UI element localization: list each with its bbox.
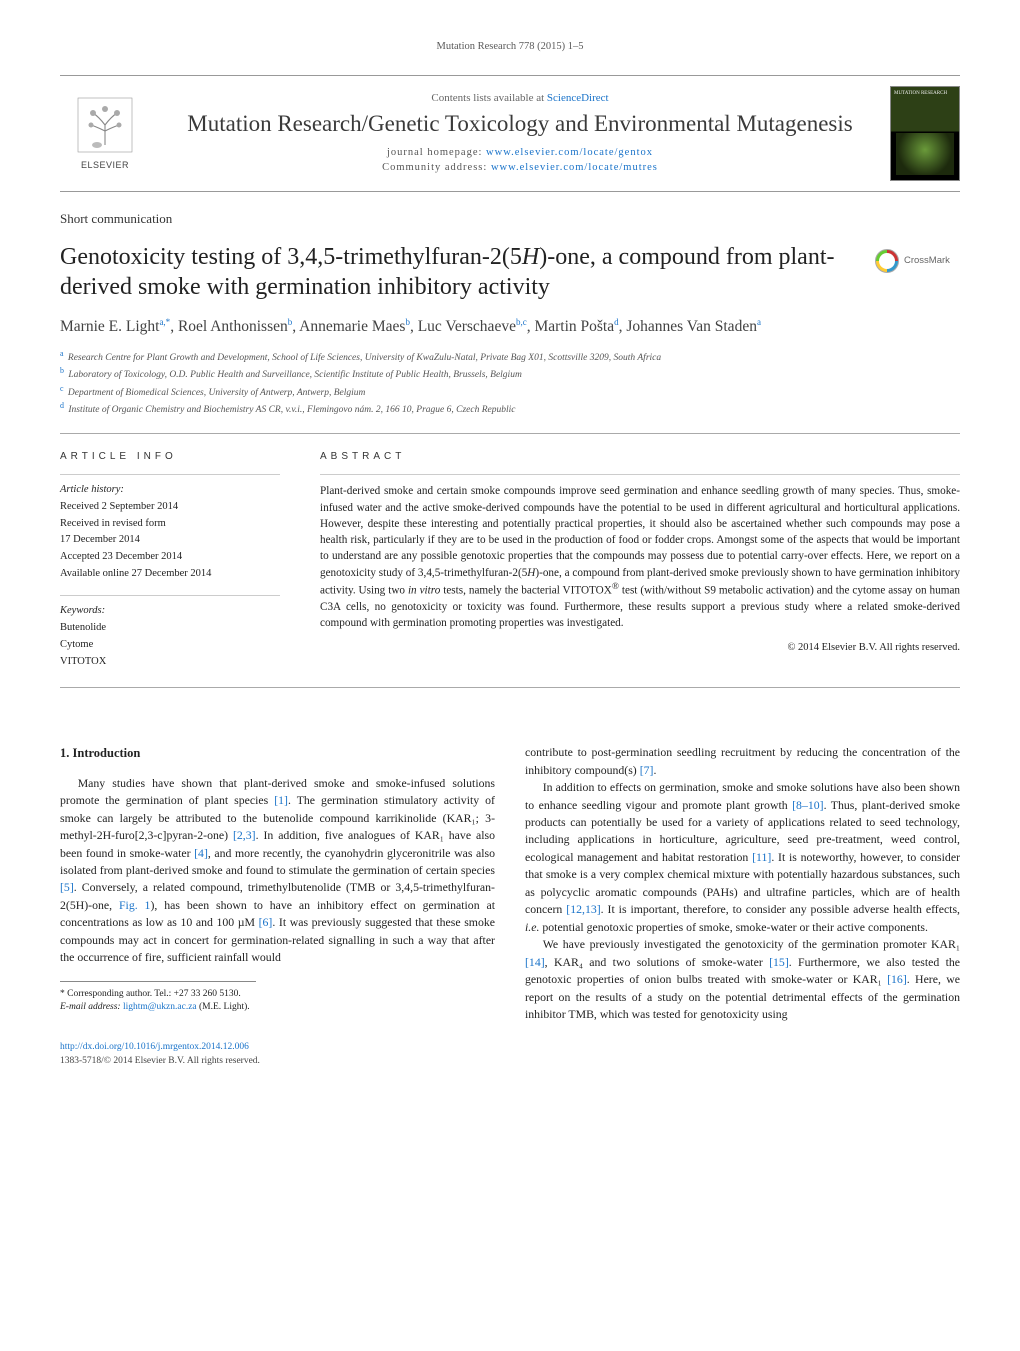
- corresponding-author: * Corresponding author. Tel.: +27 33 260…: [60, 988, 495, 1001]
- rule: [60, 433, 960, 434]
- crossmark-icon: [875, 249, 899, 273]
- community-address-label: Community address:: [382, 162, 491, 173]
- issn-copyright: 1383-5718/© 2014 Elsevier B.V. All right…: [60, 1056, 260, 1066]
- citation-link[interactable]: [7]: [640, 763, 654, 777]
- citation-link[interactable]: [15]: [769, 955, 789, 969]
- elsevier-tree-icon: [75, 95, 135, 155]
- abstract-text: Plant-derived smoke and certain smoke co…: [320, 483, 960, 631]
- author-email-link[interactable]: lightm@ukzn.ac.za: [123, 1002, 197, 1012]
- body-paragraph: In addition to effects on germination, s…: [525, 779, 960, 936]
- journal-homepage-label: journal homepage:: [387, 147, 486, 158]
- article-title: Genotoxicity testing of 3,4,5-trimethylf…: [60, 242, 855, 302]
- citation-link[interactable]: [14]: [525, 955, 545, 969]
- article-type: Short communication: [60, 210, 960, 228]
- author-list: Marnie E. Lighta,*, Roel Anthonissenb, A…: [60, 316, 960, 338]
- citation-link[interactable]: [12,13]: [566, 902, 600, 916]
- cover-title-area: MUTATION RESEARCH: [894, 90, 956, 132]
- abstract-copyright: © 2014 Elsevier B.V. All rights reserved…: [320, 641, 960, 656]
- crossmark-label: CrossMark: [904, 254, 950, 267]
- footnotes: * Corresponding author. Tel.: +27 33 260…: [60, 988, 495, 1015]
- affiliation-line: a Research Centre for Plant Growth and D…: [60, 348, 960, 365]
- history-line: 17 December 2014: [60, 533, 280, 548]
- citation-link[interactable]: [1]: [274, 793, 288, 807]
- journal-cover-thumb: MUTATION RESEARCH: [890, 86, 960, 181]
- journal-header: ELSEVIER Contents lists available at Sci…: [60, 75, 960, 192]
- affiliations: a Research Centre for Plant Growth and D…: [60, 348, 960, 418]
- sciencedirect-link[interactable]: ScienceDirect: [547, 92, 609, 104]
- citation-link[interactable]: [4]: [194, 846, 208, 860]
- sciencedirect-line: Contents lists available at ScienceDirec…: [170, 91, 870, 106]
- journal-homepage-link[interactable]: www.elsevier.com/locate/gentox: [486, 147, 653, 158]
- affiliation-line: c Department of Biomedical Sciences, Uni…: [60, 383, 960, 400]
- keywords-label: Keywords:: [60, 604, 280, 619]
- keyword: VITOTOX: [60, 655, 280, 670]
- citation-link[interactable]: [6]: [259, 915, 273, 929]
- body-paragraph: We have previously investigated the geno…: [525, 936, 960, 1023]
- citation-link[interactable]: [16]: [887, 972, 907, 986]
- footnote-rule: [60, 981, 256, 982]
- history-line: Received in revised form: [60, 517, 280, 532]
- citation-link[interactable]: [2,3]: [233, 828, 256, 842]
- citation-link[interactable]: [11]: [752, 850, 771, 864]
- affiliation-line: d Institute of Organic Chemistry and Bio…: [60, 400, 960, 417]
- citation-link[interactable]: [5]: [60, 880, 74, 894]
- article-info-head: ARTICLE INFO: [60, 450, 280, 464]
- history-line: Available online 27 December 2014: [60, 567, 280, 582]
- elsevier-logo: ELSEVIER: [60, 88, 150, 178]
- history-line: Accepted 23 December 2014: [60, 550, 280, 565]
- abstract-head: ABSTRACT: [320, 450, 960, 464]
- keyword: Butenolide: [60, 621, 280, 636]
- crossmark-widget[interactable]: CrossMark: [875, 242, 960, 280]
- cover-image-area: [896, 133, 954, 174]
- body-paragraph: Many studies have shown that plant-deriv…: [60, 775, 495, 967]
- running-head: Mutation Research 778 (2015) 1–5: [60, 40, 960, 55]
- doi-link[interactable]: http://dx.doi.org/10.1016/j.mrgentox.201…: [60, 1042, 249, 1052]
- community-address-link[interactable]: www.elsevier.com/locate/mutres: [491, 162, 658, 173]
- article-info: ARTICLE INFO Article history: Received 2…: [60, 450, 280, 671]
- email-attribution: (M.E. Light).: [197, 1002, 250, 1012]
- body-two-column: 1. Introduction Many studies have shown …: [60, 744, 960, 1023]
- affiliation-line: b Laboratory of Toxicology, O.D. Public …: [60, 365, 960, 382]
- publisher-wordmark: ELSEVIER: [81, 159, 129, 172]
- page-footer: http://dx.doi.org/10.1016/j.mrgentox.201…: [60, 1041, 960, 1068]
- section-heading-intro: 1. Introduction: [60, 744, 495, 763]
- journal-title: Mutation Research/Genetic Toxicology and…: [170, 110, 870, 138]
- abstract: ABSTRACT Plant-derived smoke and certain…: [320, 450, 960, 671]
- rule: [60, 687, 960, 688]
- keyword: Cytome: [60, 638, 280, 653]
- history-line: Received 2 September 2014: [60, 500, 280, 515]
- email-label: E-mail address:: [60, 1002, 123, 1012]
- citation-link[interactable]: [8–10]: [792, 798, 823, 812]
- figure-link[interactable]: Fig. 1: [119, 898, 150, 912]
- history-label: Article history:: [60, 483, 280, 498]
- body-paragraph: contribute to post-germination seedling …: [525, 744, 960, 779]
